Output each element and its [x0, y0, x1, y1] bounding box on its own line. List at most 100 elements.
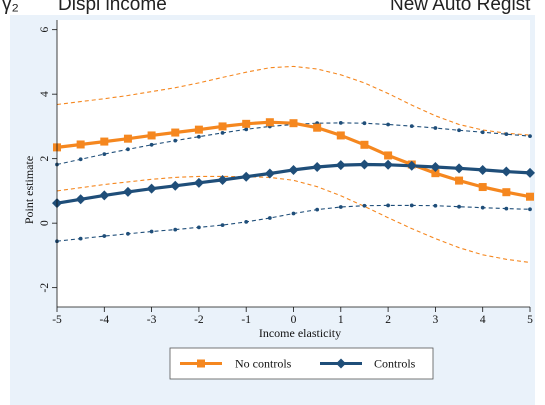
- ci-point-controls: [338, 205, 343, 209]
- data-point-controls: [454, 163, 465, 174]
- data-point-controls: [501, 166, 512, 177]
- data-point-no-controls: [171, 128, 180, 137]
- ci-point-controls: [504, 132, 509, 137]
- ci-point-controls: [528, 207, 532, 212]
- ci-point-controls: [149, 142, 154, 147]
- data-point-no-controls: [265, 118, 274, 127]
- ci-upper-line-no-controls: [56, 65, 531, 136]
- x-tick-label: 0: [291, 314, 297, 326]
- data-point-no-controls: [336, 131, 345, 140]
- data-point-controls: [241, 171, 252, 182]
- legend-marker-no-controls: [197, 359, 205, 368]
- y-tick-label: 4: [39, 91, 51, 97]
- ci-point-controls: [78, 157, 83, 162]
- ci-point-controls: [433, 203, 438, 208]
- x-tick-label: 4: [480, 314, 486, 326]
- data-point-controls: [99, 190, 110, 201]
- ci-point-controls: [126, 231, 130, 236]
- chart-svg: -5 -4 -3 -2 -1 0 1 2 3 4 5 -2 0 2 4 6 Income elasticity…: [22, 20, 535, 380]
- x-tick-label: -3: [147, 314, 157, 326]
- data-point-controls: [193, 177, 204, 188]
- ci-point-controls: [244, 219, 249, 224]
- ci-point-controls: [315, 207, 320, 212]
- x-tick-label: -4: [100, 314, 110, 326]
- data-point-controls: [288, 164, 299, 175]
- data-point-controls: [335, 160, 346, 171]
- y-tick-label: 6: [39, 27, 51, 33]
- ci-point-controls: [433, 126, 438, 130]
- data-point-no-controls: [194, 125, 203, 134]
- ci-point-controls: [291, 211, 296, 216]
- data-point-controls: [525, 167, 535, 178]
- ci-point-controls: [102, 234, 107, 238]
- data-point-controls: [122, 186, 133, 197]
- data-point-no-controls: [455, 176, 464, 185]
- y-tick-label: 0: [39, 220, 51, 226]
- x-tick-label: 1: [338, 314, 344, 326]
- ci-point-controls: [173, 227, 178, 232]
- header-right-label: New Auto Regist: [390, 0, 531, 15]
- data-point-no-controls: [502, 188, 511, 197]
- data-point-no-controls: [218, 122, 227, 131]
- ci-point-controls: [197, 225, 201, 230]
- x-tick-label: 3: [433, 314, 439, 326]
- data-point-controls: [170, 180, 181, 191]
- y-tick-label: 2: [39, 156, 51, 162]
- legend-marker-controls: [336, 358, 346, 369]
- x-tick-label: 2: [385, 314, 391, 326]
- ci-point-controls: [409, 203, 414, 208]
- data-point-no-controls: [123, 134, 132, 143]
- data-point-controls: [406, 160, 417, 171]
- header-middle-label: Displ income: [58, 0, 167, 15]
- ci-point-controls: [409, 124, 414, 128]
- ci-point-controls: [267, 216, 272, 220]
- header-strip: γ̂₂ Displ income New Auto Regist: [0, 0, 545, 16]
- data-point-no-controls: [313, 123, 322, 132]
- ci-point-controls: [102, 152, 107, 157]
- data-point-no-controls: [478, 183, 487, 192]
- ci-point-controls: [504, 206, 509, 211]
- data-point-controls: [217, 174, 228, 185]
- legend-label-controls: Controls: [374, 357, 416, 371]
- data-point-no-controls: [360, 140, 369, 149]
- ci-point-controls: [220, 223, 225, 227]
- ci-point-controls: [386, 203, 390, 208]
- ci-point-controls: [78, 236, 83, 241]
- ci-point-controls: [480, 130, 485, 135]
- data-point-controls: [146, 183, 157, 194]
- ci-point-controls: [457, 204, 461, 209]
- legend: No controls Controls: [169, 347, 434, 380]
- ci-point-controls: [126, 147, 130, 152]
- ci-point-controls: [173, 138, 178, 143]
- data-point-no-controls: [526, 192, 534, 201]
- x-tick-label: -2: [194, 314, 204, 326]
- ci-point-controls: [149, 229, 154, 234]
- data-point-controls: [75, 194, 86, 205]
- ci-point-controls: [386, 122, 390, 127]
- legend-label-no-controls: No controls: [235, 357, 292, 371]
- data-point-no-controls: [147, 131, 156, 140]
- ci-point-controls: [244, 127, 249, 132]
- data-point-no-controls: [384, 151, 393, 160]
- x-axis-title: Income elasticity: [259, 326, 341, 340]
- data-point-no-controls: [289, 119, 298, 128]
- data-point-controls: [264, 168, 275, 179]
- ci-point-controls: [220, 130, 225, 135]
- x-tick-label: 5: [527, 314, 533, 326]
- ci-point-controls: [338, 120, 343, 125]
- data-point-no-controls: [100, 137, 109, 146]
- chart-panel: -5 -4 -3 -2 -1 0 1 2 3 4 5 -2 0 2 4 6 Income elasticity…: [10, 15, 535, 405]
- ci-point-controls: [528, 134, 532, 138]
- data-point-no-controls: [431, 169, 440, 178]
- data-point-no-controls: [242, 119, 251, 128]
- plot-area: [57, 20, 530, 307]
- data-point-controls: [477, 164, 488, 175]
- ci-point-controls: [457, 128, 461, 133]
- data-point-controls: [359, 159, 370, 170]
- ci-point-controls: [362, 121, 367, 126]
- y-axis-title: Point estimate: [22, 156, 36, 224]
- data-point-controls: [383, 159, 394, 170]
- ci-lower-line-no-controls: [56, 175, 531, 264]
- x-tick-label: -5: [52, 314, 62, 326]
- ci-point-controls: [197, 134, 201, 139]
